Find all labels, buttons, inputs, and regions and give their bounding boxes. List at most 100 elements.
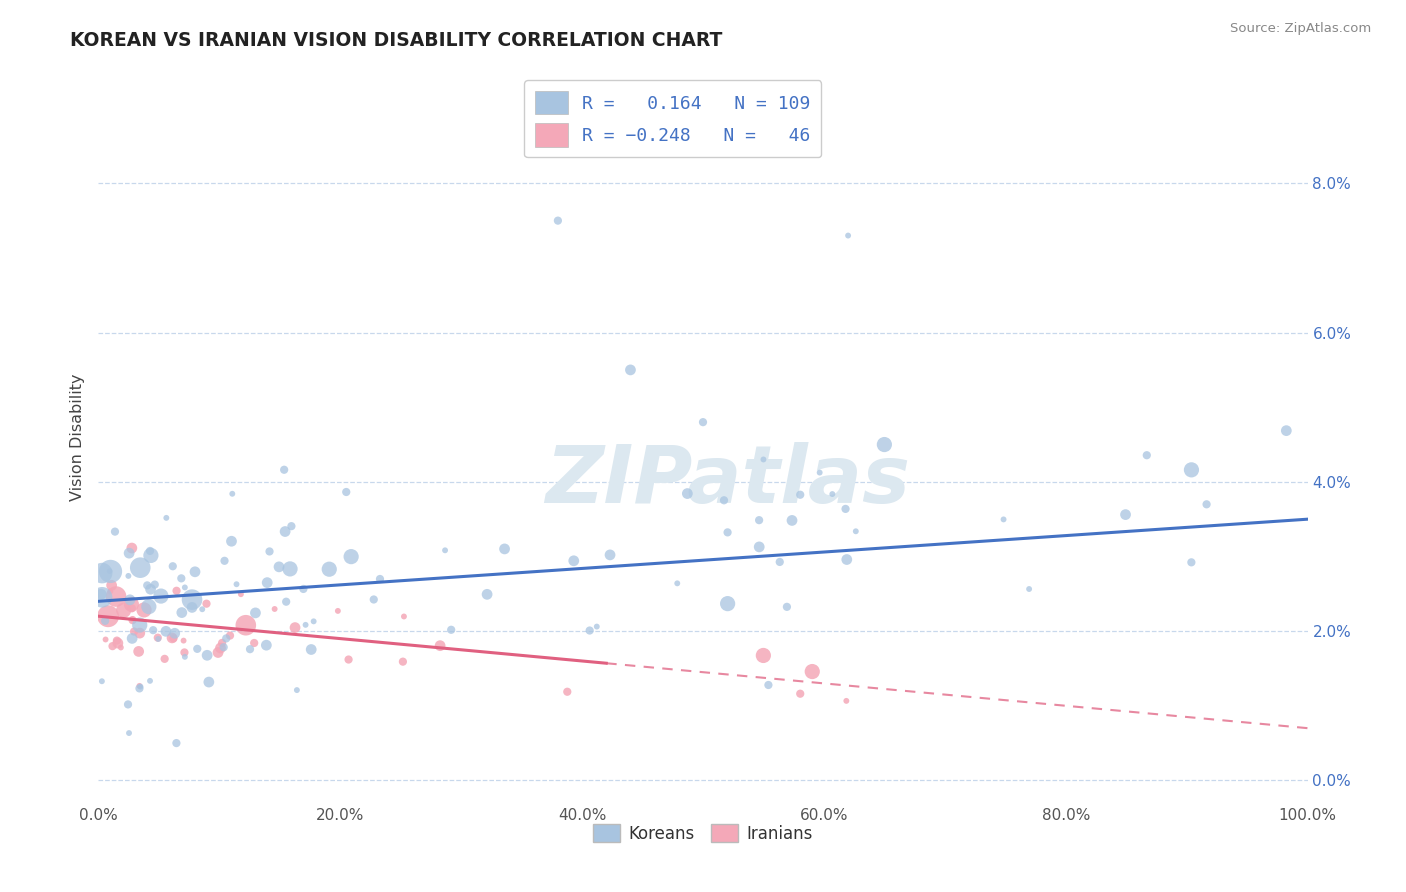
Point xyxy=(302,615,325,629)
Point xyxy=(104,524,127,539)
Point xyxy=(118,726,141,740)
Point xyxy=(475,587,498,601)
Point xyxy=(153,652,176,666)
Point xyxy=(128,679,150,693)
Point xyxy=(619,363,641,377)
Text: ZIPatlas: ZIPatlas xyxy=(544,442,910,520)
Point xyxy=(215,632,238,646)
Point xyxy=(170,606,193,620)
Point xyxy=(165,736,187,750)
Point xyxy=(273,463,295,477)
Point xyxy=(368,572,391,586)
Point xyxy=(429,639,451,653)
Point xyxy=(666,576,689,591)
Point xyxy=(713,493,735,508)
Point xyxy=(166,583,188,598)
Point xyxy=(752,452,775,467)
Point xyxy=(148,632,170,646)
Point xyxy=(993,512,1015,526)
Point xyxy=(173,649,195,664)
Point xyxy=(267,559,290,574)
Point xyxy=(274,524,297,539)
Point xyxy=(292,582,315,596)
Point xyxy=(845,524,868,539)
Point xyxy=(837,228,859,243)
Point xyxy=(122,624,145,639)
Point xyxy=(162,559,184,574)
Point xyxy=(209,640,232,655)
Point xyxy=(254,638,277,652)
Point xyxy=(780,513,803,527)
Point xyxy=(139,549,162,563)
Point xyxy=(363,592,385,607)
Point xyxy=(97,609,120,624)
Point xyxy=(835,694,858,708)
Point xyxy=(392,609,415,624)
Point xyxy=(94,614,117,628)
Point xyxy=(120,597,142,611)
Point xyxy=(149,589,172,603)
Point xyxy=(789,488,811,502)
Point xyxy=(235,618,257,632)
Point xyxy=(494,541,516,556)
Point xyxy=(547,213,569,227)
Point xyxy=(229,587,252,601)
Point xyxy=(128,618,150,632)
Point xyxy=(1136,448,1159,462)
Point xyxy=(90,587,112,601)
Point xyxy=(1115,508,1137,522)
Y-axis label: Vision Disability: Vision Disability xyxy=(70,374,86,500)
Point xyxy=(121,632,143,646)
Point xyxy=(276,595,298,609)
Point xyxy=(717,597,740,611)
Point xyxy=(128,626,150,640)
Point xyxy=(243,636,266,650)
Point xyxy=(94,632,117,647)
Point xyxy=(143,577,166,591)
Point xyxy=(173,645,195,659)
Point xyxy=(181,600,204,615)
Point xyxy=(212,640,235,655)
Point xyxy=(392,655,415,669)
Point xyxy=(91,591,114,605)
Point xyxy=(128,644,150,658)
Point xyxy=(139,582,162,597)
Point xyxy=(676,486,699,500)
Point xyxy=(162,632,184,646)
Point xyxy=(219,629,242,643)
Point xyxy=(278,562,301,576)
Point xyxy=(101,639,124,653)
Point xyxy=(748,540,770,554)
Point xyxy=(136,578,159,592)
Point xyxy=(340,549,363,564)
Point xyxy=(259,544,281,558)
Point xyxy=(873,437,896,451)
Point xyxy=(105,590,128,604)
Point xyxy=(214,554,236,568)
Point xyxy=(280,519,302,533)
Point xyxy=(110,640,132,655)
Point xyxy=(585,619,607,633)
Point xyxy=(752,648,775,663)
Point xyxy=(245,606,267,620)
Point xyxy=(121,612,143,626)
Point xyxy=(299,642,322,657)
Point xyxy=(173,581,195,595)
Point xyxy=(160,631,183,645)
Point xyxy=(256,575,278,590)
Point xyxy=(263,602,285,616)
Point xyxy=(184,565,207,579)
Point xyxy=(821,487,844,501)
Point xyxy=(90,674,112,689)
Point xyxy=(191,602,214,616)
Point xyxy=(758,678,780,692)
Text: Source: ZipAtlas.com: Source: ZipAtlas.com xyxy=(1230,22,1371,36)
Point xyxy=(128,681,150,696)
Point xyxy=(195,597,218,611)
Point xyxy=(181,592,204,607)
Point xyxy=(808,466,831,480)
Point xyxy=(776,599,799,614)
Point xyxy=(225,577,247,591)
Point xyxy=(138,599,160,614)
Point xyxy=(284,621,307,635)
